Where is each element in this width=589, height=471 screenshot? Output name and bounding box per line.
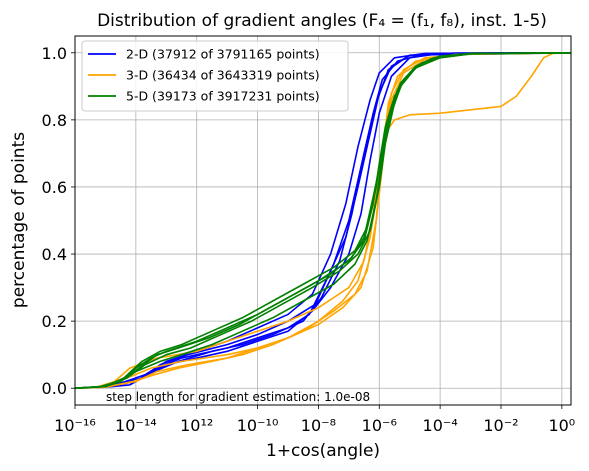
x-tick-label: 10¹² <box>180 416 213 435</box>
x-axis-ticks: 10⁻¹⁶ 10⁻¹⁴ 10¹² 10⁻¹⁰ 10⁻⁸ 10⁻⁶ 10⁻⁴ 10⁻² 10⁰ <box>54 405 575 435</box>
y-tick-label: 0.2 <box>42 312 67 331</box>
plot-series <box>74 51 571 390</box>
x-tick-label: 10⁻⁶ <box>362 416 397 435</box>
y-axis-ticks: 0.0 0.2 0.4 0.6 0.8 1.0 <box>42 44 75 398</box>
x-axis-label: 1+cos(angle) <box>266 441 380 461</box>
y-tick-label: 0.0 <box>42 379 67 398</box>
legend-label: 5-D (39173 of 3917231 points) <box>126 89 320 104</box>
x-tick-label: 10⁻⁸ <box>301 416 336 435</box>
x-tick-label: 10⁻¹⁶ <box>54 416 96 435</box>
series-line-12 <box>74 51 571 390</box>
legend: 2-D (37912 of 3791165 points) 3-D (36434 … <box>81 40 349 112</box>
series-line-7 <box>74 51 571 390</box>
y-tick-label: 0.8 <box>42 111 67 130</box>
x-tick-label: 10⁻⁴ <box>423 416 458 435</box>
chart-title: Distribution of gradient angles (F₄ = (f… <box>97 11 547 31</box>
legend-label: 2-D (37912 of 3791165 points) <box>126 47 320 62</box>
x-tick-label: 10⁻¹⁴ <box>115 416 157 435</box>
grid <box>74 36 571 405</box>
series-line-8 <box>74 51 571 390</box>
series-line-14 <box>74 51 571 390</box>
x-tick-label: 10⁰ <box>548 416 575 435</box>
y-tick-label: 1.0 <box>42 44 67 63</box>
y-tick-label: 0.6 <box>42 178 67 197</box>
y-axis-label: percentage of points <box>9 132 29 308</box>
plot-frame <box>74 35 572 406</box>
legend-box <box>81 40 349 112</box>
legend-label: 3-D (36434 of 3643319 points) <box>126 68 320 83</box>
series-line-9 <box>74 51 571 390</box>
series-line-5 <box>74 51 571 390</box>
y-tick-label: 0.4 <box>42 245 67 264</box>
x-tick-label: 10⁻¹⁰ <box>237 416 279 435</box>
step-length-annotation: step length for gradient estimation: 1.0… <box>106 390 370 404</box>
x-tick-label: 10⁻² <box>483 416 518 435</box>
